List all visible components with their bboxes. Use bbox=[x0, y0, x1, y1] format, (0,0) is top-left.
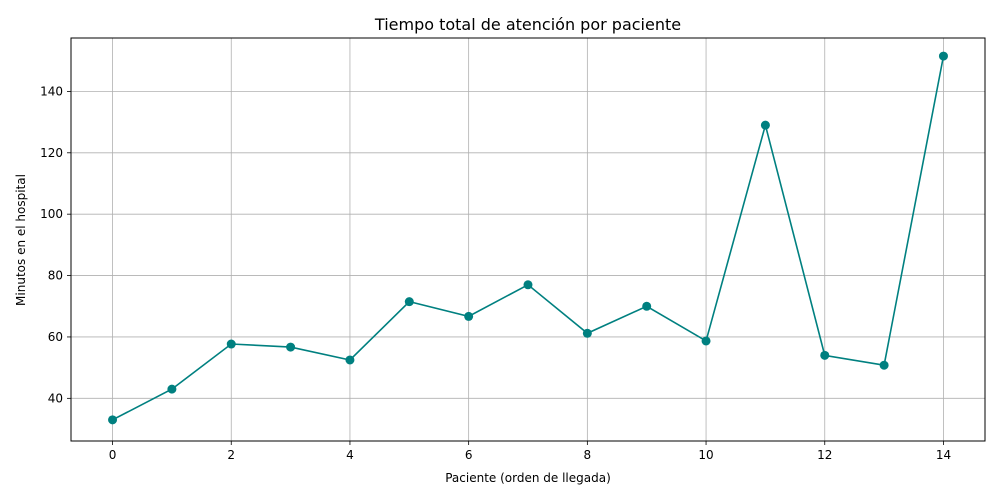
x-axis-ticks: 0 2 4 6 8 10 12 14 bbox=[109, 441, 951, 462]
x-tick-label: 0 bbox=[109, 448, 117, 462]
data-point bbox=[582, 328, 592, 338]
chart-title: Tiempo total de atención por paciente bbox=[374, 15, 681, 34]
x-tick-label: 8 bbox=[584, 448, 592, 462]
x-tick-label: 10 bbox=[698, 448, 713, 462]
data-point bbox=[226, 339, 236, 349]
x-tick-label: 12 bbox=[817, 448, 832, 462]
series-layer bbox=[108, 51, 948, 425]
data-point bbox=[701, 336, 711, 346]
x-axis-label: Paciente (orden de llegada) bbox=[445, 471, 611, 485]
data-point bbox=[286, 342, 296, 352]
data-point bbox=[523, 280, 533, 290]
y-tick-label: 120 bbox=[40, 146, 63, 160]
y-tick-label: 140 bbox=[40, 84, 63, 98]
data-point bbox=[820, 350, 830, 360]
data-point bbox=[404, 297, 414, 307]
data-point bbox=[167, 384, 177, 394]
data-point bbox=[938, 51, 948, 61]
y-axis-ticks: 40 60 80 100 120 140 bbox=[40, 84, 71, 405]
x-tick-label: 14 bbox=[936, 448, 951, 462]
data-point bbox=[760, 120, 770, 130]
data-point bbox=[345, 355, 355, 365]
x-tick-label: 6 bbox=[465, 448, 473, 462]
y-tick-label: 60 bbox=[48, 330, 63, 344]
y-axis-label: Minutos en el hospital bbox=[14, 174, 28, 306]
y-tick-label: 100 bbox=[40, 207, 63, 221]
data-point bbox=[642, 301, 652, 311]
x-tick-label: 2 bbox=[227, 448, 235, 462]
data-point bbox=[464, 311, 474, 321]
data-point bbox=[108, 415, 118, 425]
x-tick-label: 4 bbox=[346, 448, 354, 462]
y-tick-label: 40 bbox=[48, 391, 63, 405]
grid bbox=[71, 38, 985, 441]
data-point bbox=[879, 360, 889, 370]
y-tick-label: 80 bbox=[48, 269, 63, 283]
plot-area-frame bbox=[70, 37, 986, 442]
